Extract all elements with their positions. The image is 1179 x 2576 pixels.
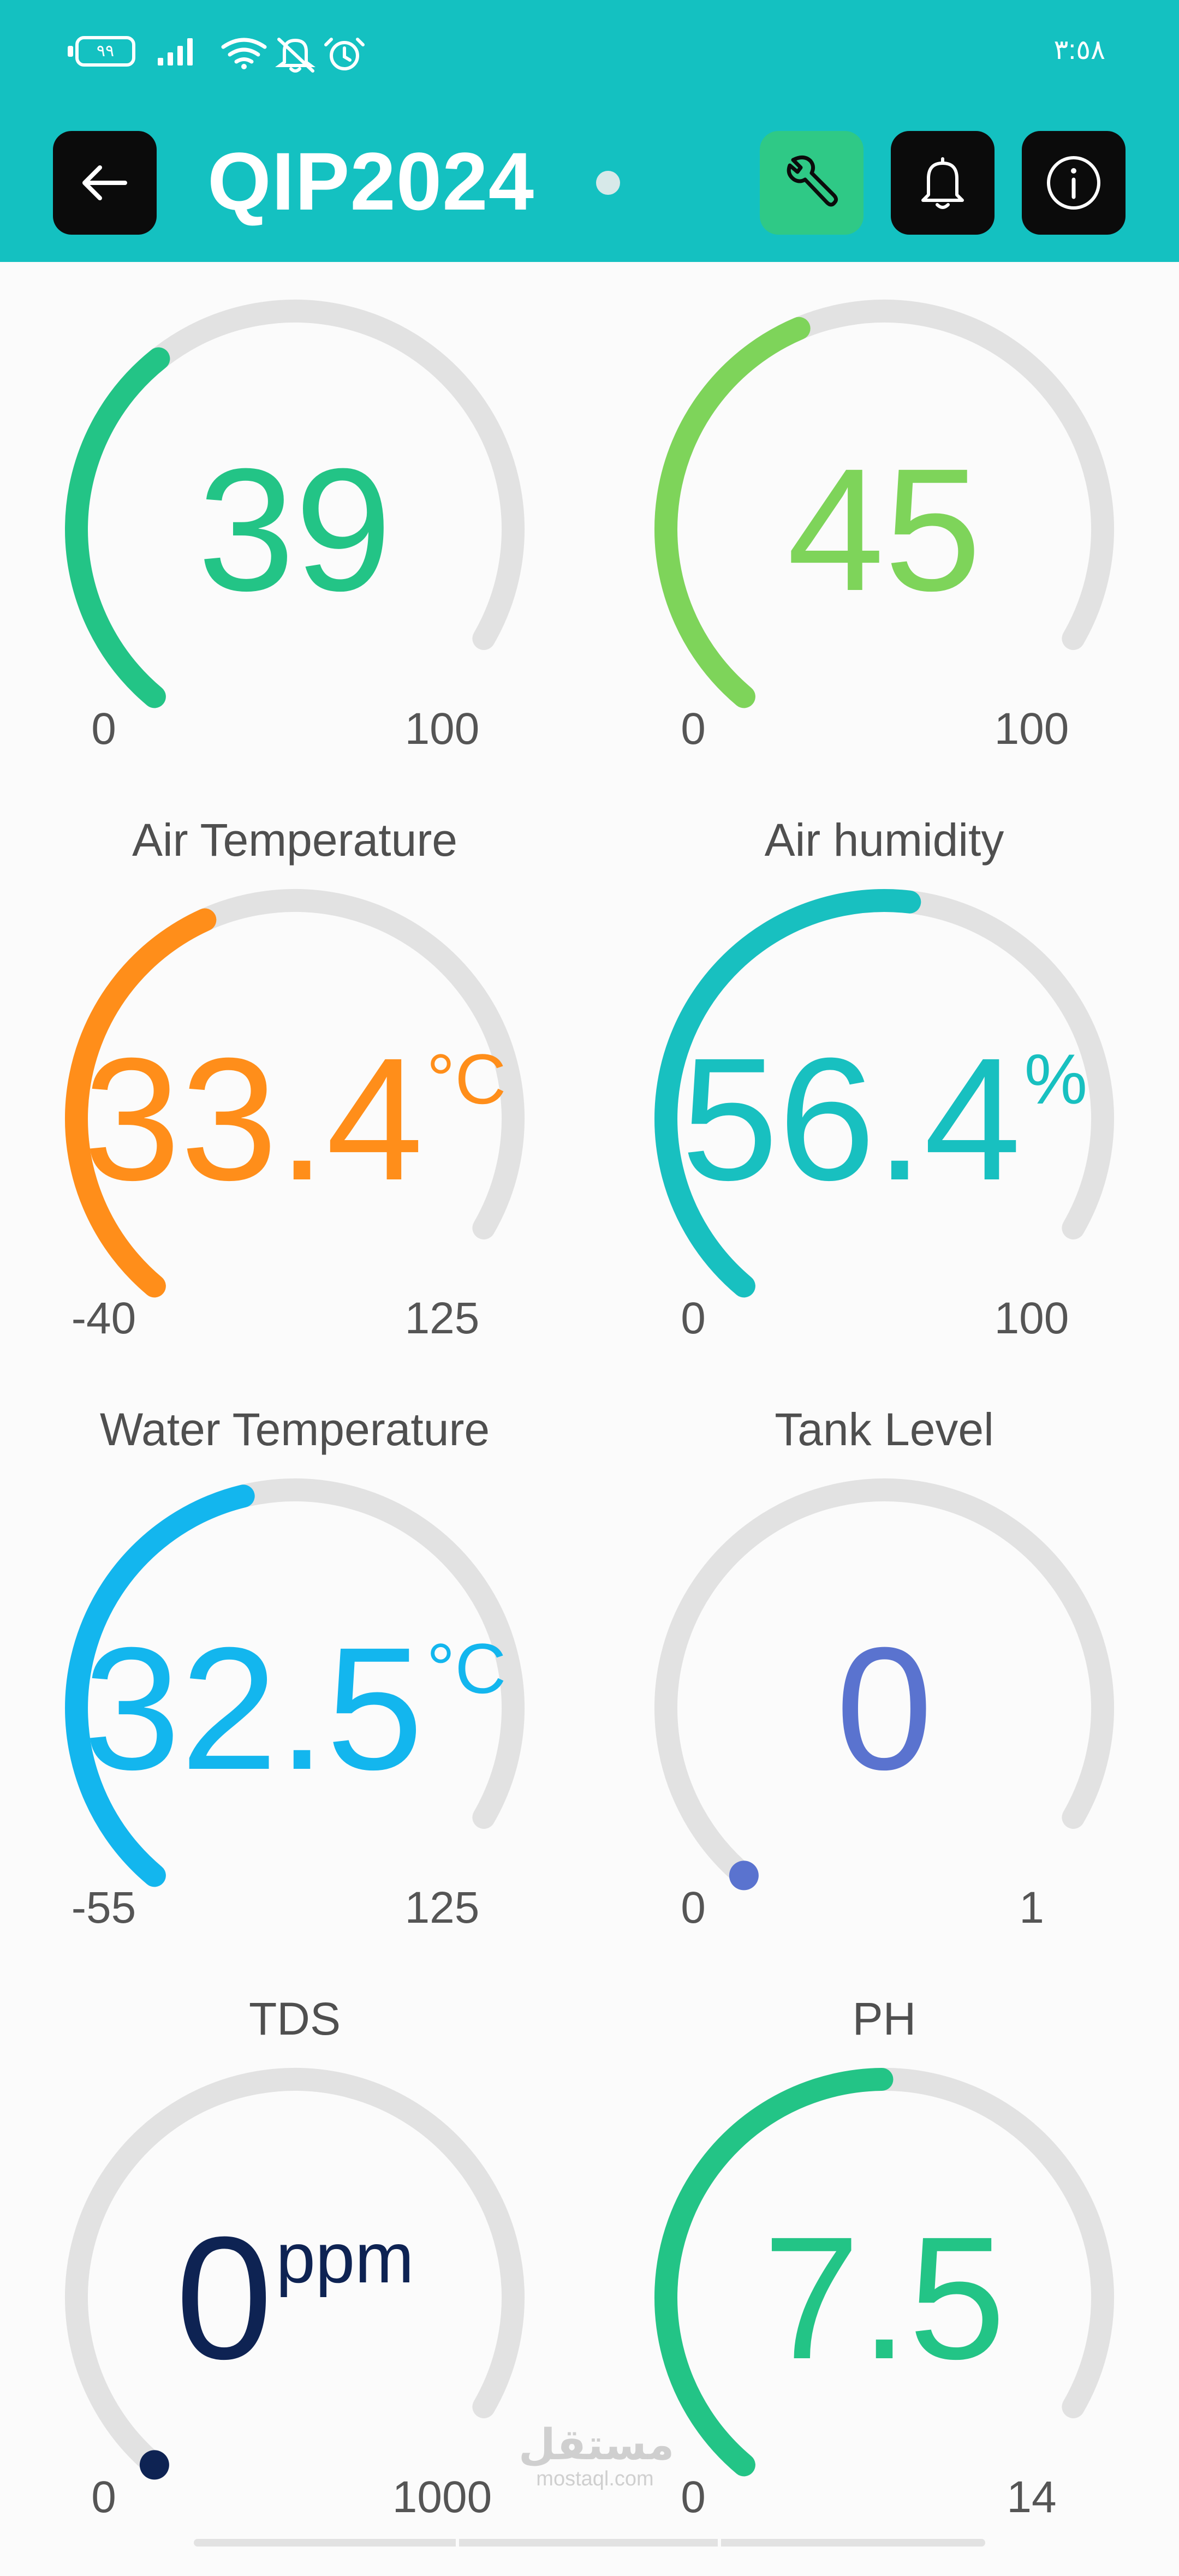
gauge-unit: °C	[426, 1039, 507, 1119]
gauge-value: 33.4°C	[49, 1031, 540, 1206]
gauge-min: -55	[71, 1883, 136, 1933]
gauge-label: TDS	[249, 1993, 341, 2044]
gauge-card[interactable]: Water Temperature 32.5°C -55 125	[49, 1404, 540, 1987]
notifications-button[interactable]	[891, 131, 995, 235]
gauge-card[interactable]: TDS 0ppm 0 1000	[49, 1993, 540, 2576]
settings-button[interactable]	[760, 131, 864, 235]
gauge-card[interactable]: PH 7.5 0 14	[639, 1993, 1130, 2576]
gauge-fill	[65, 347, 170, 708]
gauge-value: 0ppm	[49, 2210, 540, 2385]
gauge-value: 56.4%	[639, 1031, 1130, 1206]
info-button[interactable]	[1022, 131, 1126, 235]
battery-level: ٩٩	[96, 42, 115, 60]
gauge-value-number: 32.5	[83, 1611, 424, 1806]
gauge-value-number: 33.4	[83, 1021, 424, 1217]
gauge-track	[65, 2068, 525, 2477]
gauge-value-number: 56.4	[681, 1021, 1021, 1217]
gauge-value-number: 7.5	[763, 2200, 1006, 2395]
gauge-fill	[65, 908, 217, 1298]
gauge-value: 32.5°C	[49, 1621, 540, 1796]
gauge-fill	[654, 317, 811, 708]
gauge-value: 39	[49, 442, 540, 617]
bell-muted-icon	[275, 38, 315, 73]
gauge-card[interactable]: 45 0 100	[639, 262, 1130, 808]
gauge-unit: %	[1024, 1039, 1088, 1119]
gauge-arc	[65, 2068, 525, 2480]
info-icon	[1047, 156, 1100, 210]
battery-icon: ٩٩	[68, 36, 135, 67]
status-dot	[596, 171, 620, 195]
gauge-track	[654, 1478, 1114, 1887]
gauge-card[interactable]: Tank Level 0 0 1	[639, 1404, 1130, 1987]
signal-icon	[158, 38, 193, 65]
watermark-arabic: مستقل	[519, 2420, 675, 2470]
wrench-icon	[787, 156, 838, 207]
gauge-max: 1000	[392, 2472, 492, 2522]
gauge-value-number: 39	[198, 432, 392, 627]
gauge-arc	[654, 300, 1114, 708]
gauge-value: 0	[639, 1621, 1130, 1796]
gauge-max: 1	[1019, 1883, 1044, 1933]
back-arrow-icon	[82, 165, 127, 200]
gauge-card[interactable]: 39 0 100	[49, 262, 540, 808]
gauge-value-number: 0	[175, 2200, 273, 2395]
gauge-unit: °C	[426, 1629, 507, 1708]
gauge-min: 0	[91, 704, 116, 754]
app-header: QIP2024	[0, 104, 1179, 262]
gauge-unit: ppm	[276, 2218, 414, 2298]
home-indicator[interactable]	[194, 2539, 985, 2547]
gauge-min: 0	[681, 2472, 706, 2522]
gauge-grid: 39 0 100 45 0 100 Air Temperature 33.4°C -40 125 A…	[0, 262, 1179, 2522]
gauge-min: 0	[681, 1293, 706, 1343]
gauge-label: Air humidity	[764, 814, 1004, 866]
gauge-arc	[65, 300, 525, 708]
status-bar: ٩٩ ٣:٥٨	[0, 0, 1179, 104]
gauge-fill	[65, 1484, 255, 1887]
device-title: QIP2024	[207, 135, 535, 227]
gauge-fill	[654, 889, 921, 1298]
gauge-max: 125	[404, 1883, 480, 1933]
gauge-max: 100	[994, 1293, 1069, 1343]
watermark: مستقل mostaql.com	[519, 2420, 675, 2491]
gauge-card[interactable]: Air humidity 56.4% 0 100	[639, 814, 1130, 1397]
gauge-label: Water Temperature	[99, 1404, 490, 1455]
gauge-fill	[139, 2450, 169, 2480]
gauge-label: Air Temperature	[132, 814, 458, 866]
gauge-value: 45	[639, 442, 1130, 617]
alarm-icon	[324, 38, 365, 70]
gauge-max: 125	[404, 1293, 480, 1343]
gauge-arc	[65, 889, 525, 1298]
gauge-min: -40	[71, 1293, 136, 1343]
gauge-value-number: 45	[787, 432, 981, 627]
status-icons	[158, 38, 365, 73]
gauge-min: 0	[91, 2472, 116, 2522]
gauge-card[interactable]: Air Temperature 33.4°C -40 125	[49, 814, 540, 1397]
gauge-label: Tank Level	[775, 1404, 994, 1455]
gauge-max: 100	[404, 704, 480, 754]
gauge-arc	[65, 1478, 525, 1887]
back-button[interactable]	[53, 131, 157, 235]
gauge-arc	[654, 1478, 1114, 1891]
gauge-value: 7.5	[639, 2210, 1130, 2385]
watermark-latin: mostaql.com	[536, 2467, 654, 2490]
gauge-value-number: 0	[836, 1611, 933, 1806]
gauge-label: PH	[852, 1993, 916, 2044]
gauge-arc	[654, 2068, 1114, 2477]
gauge-min: 0	[681, 1883, 706, 1933]
gauge-fill	[654, 2068, 894, 2477]
gauge-min: 0	[681, 704, 706, 754]
gauge-max: 100	[994, 704, 1069, 754]
wifi-icon	[221, 38, 267, 64]
bell-icon	[921, 157, 964, 209]
gauge-fill	[729, 1861, 759, 1891]
gauge-arc	[654, 889, 1114, 1298]
clock: ٣:٥٨	[1053, 34, 1105, 65]
gauge-max: 14	[1007, 2472, 1057, 2522]
